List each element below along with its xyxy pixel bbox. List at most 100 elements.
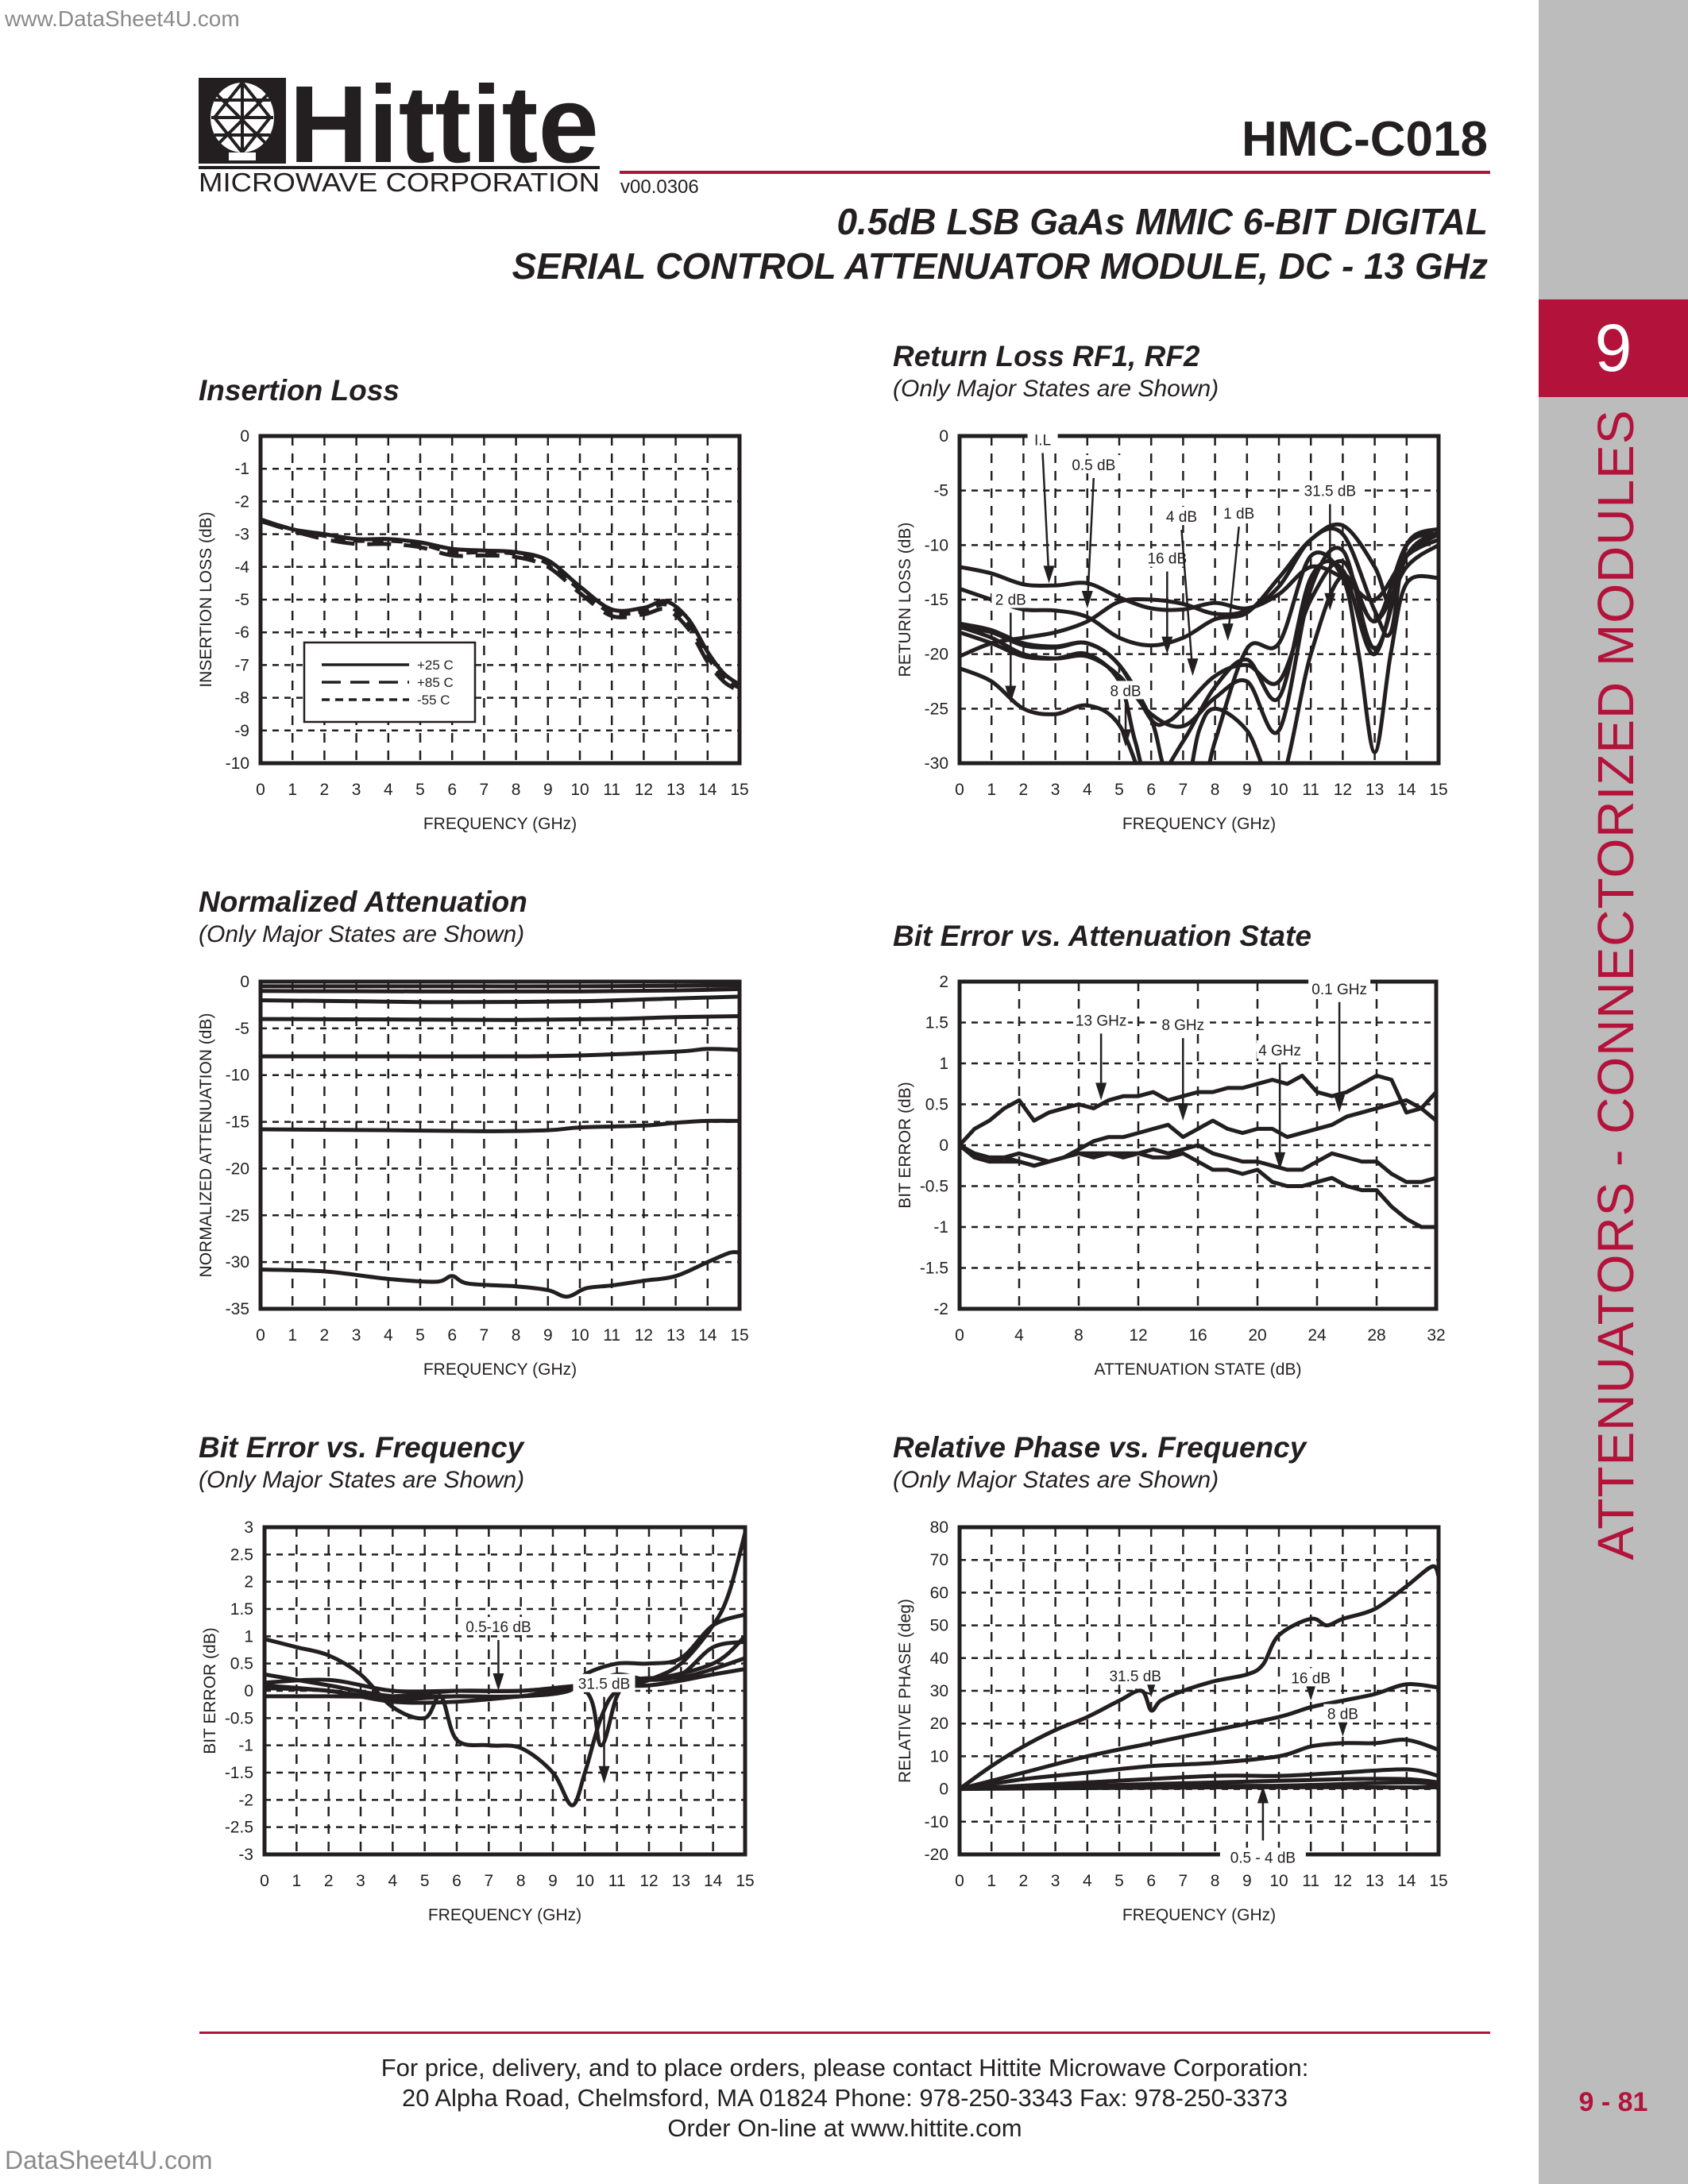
x-tick-label: 1 bbox=[292, 1872, 301, 1890]
x-tick-label: 3 bbox=[352, 1326, 361, 1345]
plot-frame bbox=[262, 1525, 747, 1857]
y-axis-label: INSERTION LOSS (dB) bbox=[197, 511, 215, 687]
x-axis-label: ATTENUATION STATE (dB) bbox=[1095, 1360, 1302, 1379]
annotation-label: 31.5 dB bbox=[1109, 1669, 1161, 1685]
version: v00.0306 bbox=[620, 176, 699, 198]
chart-bit-error-state: 0 4 8 12 16 20 24 28 32 2 1.5 1 0.5 0 -0.5 -1 -1.5 -2 ATTE… bbox=[896, 973, 1446, 1379]
arrowhead-icon bbox=[1120, 729, 1132, 747]
x-tick-label: 6 bbox=[447, 781, 457, 799]
arrowhead-icon bbox=[1334, 1094, 1346, 1113]
footer-line2: 20 Alpha Road, Chelmsford, MA 01824 Phon… bbox=[401, 2084, 1288, 2112]
x-tick-label: 7 bbox=[480, 781, 489, 799]
y-tick-label: -10 bbox=[925, 1813, 948, 1831]
x-tick-label: 13 bbox=[672, 1872, 690, 1890]
annotation-label: 2 dB bbox=[995, 592, 1026, 608]
annotation: 0.5 dB bbox=[1066, 454, 1121, 608]
annotation-label: 8 dB bbox=[1110, 683, 1141, 700]
annotation-label: 4 GHz bbox=[1258, 1043, 1301, 1059]
series-line-2 bbox=[960, 1738, 1439, 1792]
annotation: 13 GHz bbox=[1074, 1010, 1129, 1101]
annotation-label-bg bbox=[459, 1617, 538, 1635]
series-line-3 bbox=[265, 1656, 745, 1748]
x-tick-label: 10 bbox=[570, 781, 589, 799]
x-tick-label: 5 bbox=[420, 1872, 430, 1890]
y-axis-label: NORMALIZED ATTENUATION (dB) bbox=[197, 1013, 215, 1278]
annotation-label: 0.5-16 dB bbox=[465, 1619, 531, 1636]
annotation-label: 1 dB bbox=[1223, 506, 1254, 523]
chart-subtitle-relative-phase: (Only Major States are Shown) bbox=[893, 1467, 1219, 1493]
annotation-label-bg bbox=[1219, 1847, 1306, 1866]
y-tick-label: -20 bbox=[925, 646, 948, 664]
y-tick-label: -5 bbox=[234, 1020, 249, 1038]
x-tick-label: 2 bbox=[1019, 781, 1029, 799]
y-tick-label: -5 bbox=[933, 482, 948, 500]
y-tick-label: -7 bbox=[234, 656, 249, 674]
y-tick-label: 30 bbox=[930, 1682, 948, 1700]
y-axis-label: BIT ERROR (dB) bbox=[201, 1627, 219, 1754]
arrowhead-icon bbox=[1187, 658, 1199, 677]
chart-title-return-loss: Return Loss RF1, RF2 bbox=[893, 340, 1200, 372]
series-line-5 bbox=[265, 1634, 745, 1694]
y-tick-label: -10 bbox=[925, 536, 948, 554]
x-tick-label: 6 bbox=[1146, 781, 1156, 799]
y-tick-label: 1 bbox=[939, 1055, 948, 1073]
arrowhead-icon bbox=[1005, 685, 1017, 704]
arrowhead-icon bbox=[1222, 623, 1234, 642]
y-tick-label: 2 bbox=[939, 973, 948, 991]
arrowhead-icon bbox=[1274, 1152, 1286, 1170]
x-tick-label: 3 bbox=[352, 781, 361, 799]
annotation: 4 GHz bbox=[1257, 1040, 1304, 1170]
series-line-1 bbox=[960, 522, 1439, 648]
x-tick-label: 9 bbox=[548, 1872, 558, 1890]
chart-title-relative-phase: Relative Phase vs. Frequency bbox=[893, 1431, 1307, 1464]
y-tick-label: -2 bbox=[238, 1791, 253, 1809]
y-tick-label: -2 bbox=[234, 492, 249, 511]
x-axis-label: FREQUENCY (GHz) bbox=[1122, 815, 1276, 833]
annotation-label-bg bbox=[1027, 430, 1058, 449]
annotation-label: 0.5 dB bbox=[1072, 457, 1115, 474]
x-tick-label: 10 bbox=[1269, 781, 1288, 799]
annotation-label-bg bbox=[1066, 454, 1121, 473]
logo-text: Hittite bbox=[289, 76, 599, 186]
x-tick-label: 12 bbox=[1334, 781, 1352, 799]
x-tick-label: 14 bbox=[698, 1326, 717, 1345]
series-line-3 bbox=[960, 1767, 1439, 1792]
x-tick-label: 4 bbox=[1083, 781, 1092, 799]
y-tick-label: -4 bbox=[234, 558, 249, 577]
chart-normalized-attenuation: 0 1 2 3 4 5 6 7 8 9 10 11 12 13 14 15 0 -5 -10 -15 -20 -25 -30… bbox=[197, 973, 749, 1379]
annotation: 8 dB bbox=[1107, 681, 1145, 747]
arrowhead-icon bbox=[1043, 565, 1055, 584]
y-tick-label: 40 bbox=[930, 1650, 948, 1668]
legend-label: +85 C bbox=[417, 675, 454, 690]
x-tick-label: 11 bbox=[1302, 1872, 1319, 1890]
x-tick-label: 10 bbox=[1269, 1872, 1288, 1890]
x-tick-label: 6 bbox=[447, 1326, 457, 1345]
x-tick-label: 15 bbox=[730, 1326, 748, 1345]
x-tick-label: 0 bbox=[256, 1326, 265, 1345]
x-tick-label: 1 bbox=[987, 781, 996, 799]
chart-return-loss: 0 1 2 3 4 5 6 7 8 9 10 11 12 13 14 15 0 -5 -10 -15 -20 -25 -30… bbox=[896, 427, 1448, 833]
x-tick-label: 7 bbox=[484, 1872, 493, 1890]
footer-line1: For price, delivery, and to place orders… bbox=[380, 2054, 1309, 2082]
annotation-arrow-line bbox=[1086, 477, 1095, 606]
x-tick-label: 0 bbox=[955, 781, 964, 799]
chart-svg: 0 1 2 3 4 5 6 7 8 9 10 11 12 13 14 150-1-2-3-4-5-6-7-8-… bbox=[197, 427, 749, 833]
chart-subtitle-return-loss: (Only Major States are Shown) bbox=[893, 376, 1219, 402]
arrowhead-icon bbox=[1257, 1785, 1269, 1804]
x-tick-label: 0 bbox=[256, 781, 265, 799]
y-tick-label: -25 bbox=[226, 1206, 249, 1225]
y-tick-label: -0.5 bbox=[920, 1178, 948, 1196]
logo-subtext: MICROWAVE CORPORATION bbox=[199, 168, 600, 195]
section-title: ATTENUATORS - CONNECTORIZED MODULES bbox=[1587, 409, 1644, 1561]
header-divider bbox=[620, 171, 1490, 174]
x-tick-label: 32 bbox=[1427, 1326, 1445, 1345]
series-line-2 bbox=[261, 517, 740, 690]
chart-svg: 0 1 2 3 4 5 6 7 8 9 10 11 12 13 14 1580706050403020100-… bbox=[896, 1518, 1448, 1924]
y-tick-label: 0.5 bbox=[230, 1655, 253, 1673]
x-tick-label: 7 bbox=[1179, 1872, 1188, 1890]
y-tick-label: -20 bbox=[925, 1846, 948, 1864]
x-tick-label: 11 bbox=[1302, 781, 1319, 799]
footer-divider bbox=[199, 2032, 1490, 2034]
y-tick-label: -6 bbox=[234, 623, 249, 642]
series-line-1 bbox=[960, 1682, 1439, 1792]
